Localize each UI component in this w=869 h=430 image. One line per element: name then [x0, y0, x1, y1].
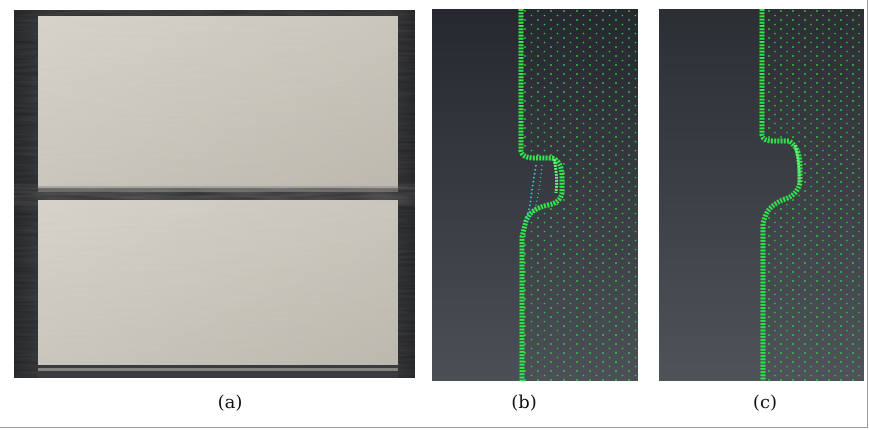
panel-label-b: (b) — [511, 392, 537, 413]
profile-line-c — [759, 9, 803, 381]
profile-line-b — [518, 9, 565, 381]
pointcloud-panel-c — [659, 9, 864, 381]
photo-image — [14, 10, 415, 378]
photo-panel-a — [14, 10, 415, 378]
pointcloud-image-b — [432, 9, 638, 381]
pointcloud-image-c — [659, 9, 864, 381]
panel-label-a: (a) — [217, 392, 243, 413]
cyan-trace-b — [523, 164, 537, 224]
pointcloud-panel-b — [432, 9, 638, 381]
panel-label-c: (c) — [752, 392, 778, 413]
